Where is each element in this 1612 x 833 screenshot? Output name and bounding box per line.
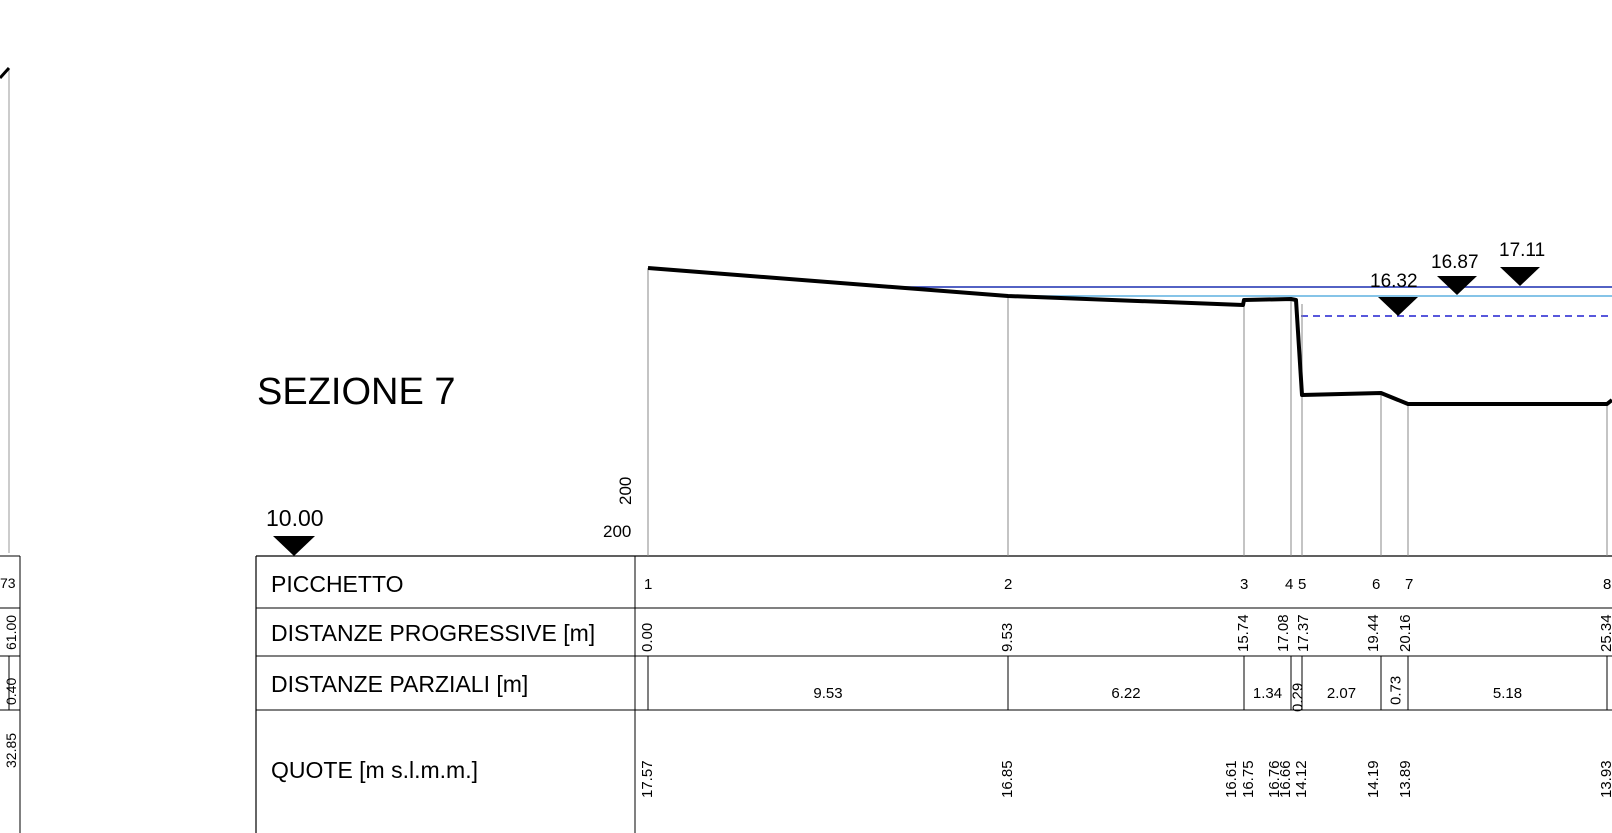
previous-section-fragment: 73 61.00 0.40 32.85 [0,66,21,833]
water-level-marker-3 [1500,267,1540,286]
water-level-label-1: 16.32 [1370,271,1418,292]
water-level-label-2: 16.87 [1431,252,1479,273]
prev-progressive-value: 61.00 [3,615,19,650]
partial-distance: 1.34 [1253,685,1282,702]
station-labels: 1 0.00 17.57 2 9.53 16.85 3 15.74 16.61 4 17.08 16.… [639,576,1612,798]
prev-picchetto-value: 73 [0,575,16,591]
station-quote-extra: 16.66 [1277,760,1294,798]
station-id: 4 [1285,576,1293,593]
datum-marker [273,536,315,556]
station-id: 5 [1298,576,1306,593]
scale-horizontal: 200 [603,522,631,541]
partial-distance: 0.73 [1388,676,1405,705]
station-id: 7 [1405,576,1413,593]
water-levels: 16.32 16.87 17.11 [878,240,1612,317]
station-quote-extra: 16.75 [1240,760,1257,798]
station-quote: 17.57 [639,760,656,798]
partial-labels: 9.53 6.22 1.34 0.29 2.07 0.73 5.18 [813,676,1522,712]
row-label-quote: QUOTE [m s.l.m.m.] [271,757,478,783]
station-progressive: 19.44 [1365,614,1382,652]
row-label-picchetto: PICCHETTO [271,571,403,597]
partial-distance: 0.29 [1290,683,1307,712]
station-progressive: 17.37 [1295,614,1312,652]
station-quote: 16.85 [999,760,1016,798]
water-level-marker-1 [1378,297,1418,316]
partial-distance: 5.18 [1493,685,1522,702]
station-progressive: 17.08 [1275,614,1292,652]
station-quote: 16.61 [1223,760,1240,798]
section-title: SEZIONE 7 [257,371,456,413]
station-quote: 13.89 [1397,760,1414,798]
station-quote: 13.93 [1598,760,1612,798]
station-progressive: 20.16 [1397,614,1414,652]
partial-distance: 9.53 [813,685,842,702]
station-progressive: 0.00 [639,623,656,652]
station-progressive: 9.53 [999,623,1016,652]
prev-parziali-value: 0.40 [3,678,19,705]
partial-separators [647,656,1608,710]
station-id: 1 [644,576,652,593]
water-level-marker-2 [1437,276,1477,295]
station-progressive: 25.34 [1598,614,1612,652]
station-quote: 16.76 [1266,760,1283,798]
station-progressive: 15.74 [1235,614,1252,652]
station-verticals [647,268,1608,556]
data-table: PICCHETTO DISTANZE PROGRESSIVE [m] DISTA… [255,555,1612,833]
partial-distance: 2.07 [1327,685,1356,702]
station-id: 3 [1240,576,1248,593]
terrain-profile [647,266,1612,406]
station-id: 8 [1603,576,1611,593]
station-id: 2 [1004,576,1012,593]
prev-quote-value: 32.85 [3,733,19,768]
station-quote: 14.12 [1293,760,1310,798]
station-quote: 14.19 [1365,760,1382,798]
datum-value: 10.00 [266,505,324,531]
station-id: 6 [1372,576,1380,593]
water-level-label-3: 17.11 [1499,240,1545,261]
scale-vertical: 200 [616,477,635,505]
row-label-progressive: DISTANZE PROGRESSIVE [m] [271,620,595,646]
partial-distance: 6.22 [1111,685,1140,702]
row-label-parziali: DISTANZE PARZIALI [m] [271,671,528,697]
